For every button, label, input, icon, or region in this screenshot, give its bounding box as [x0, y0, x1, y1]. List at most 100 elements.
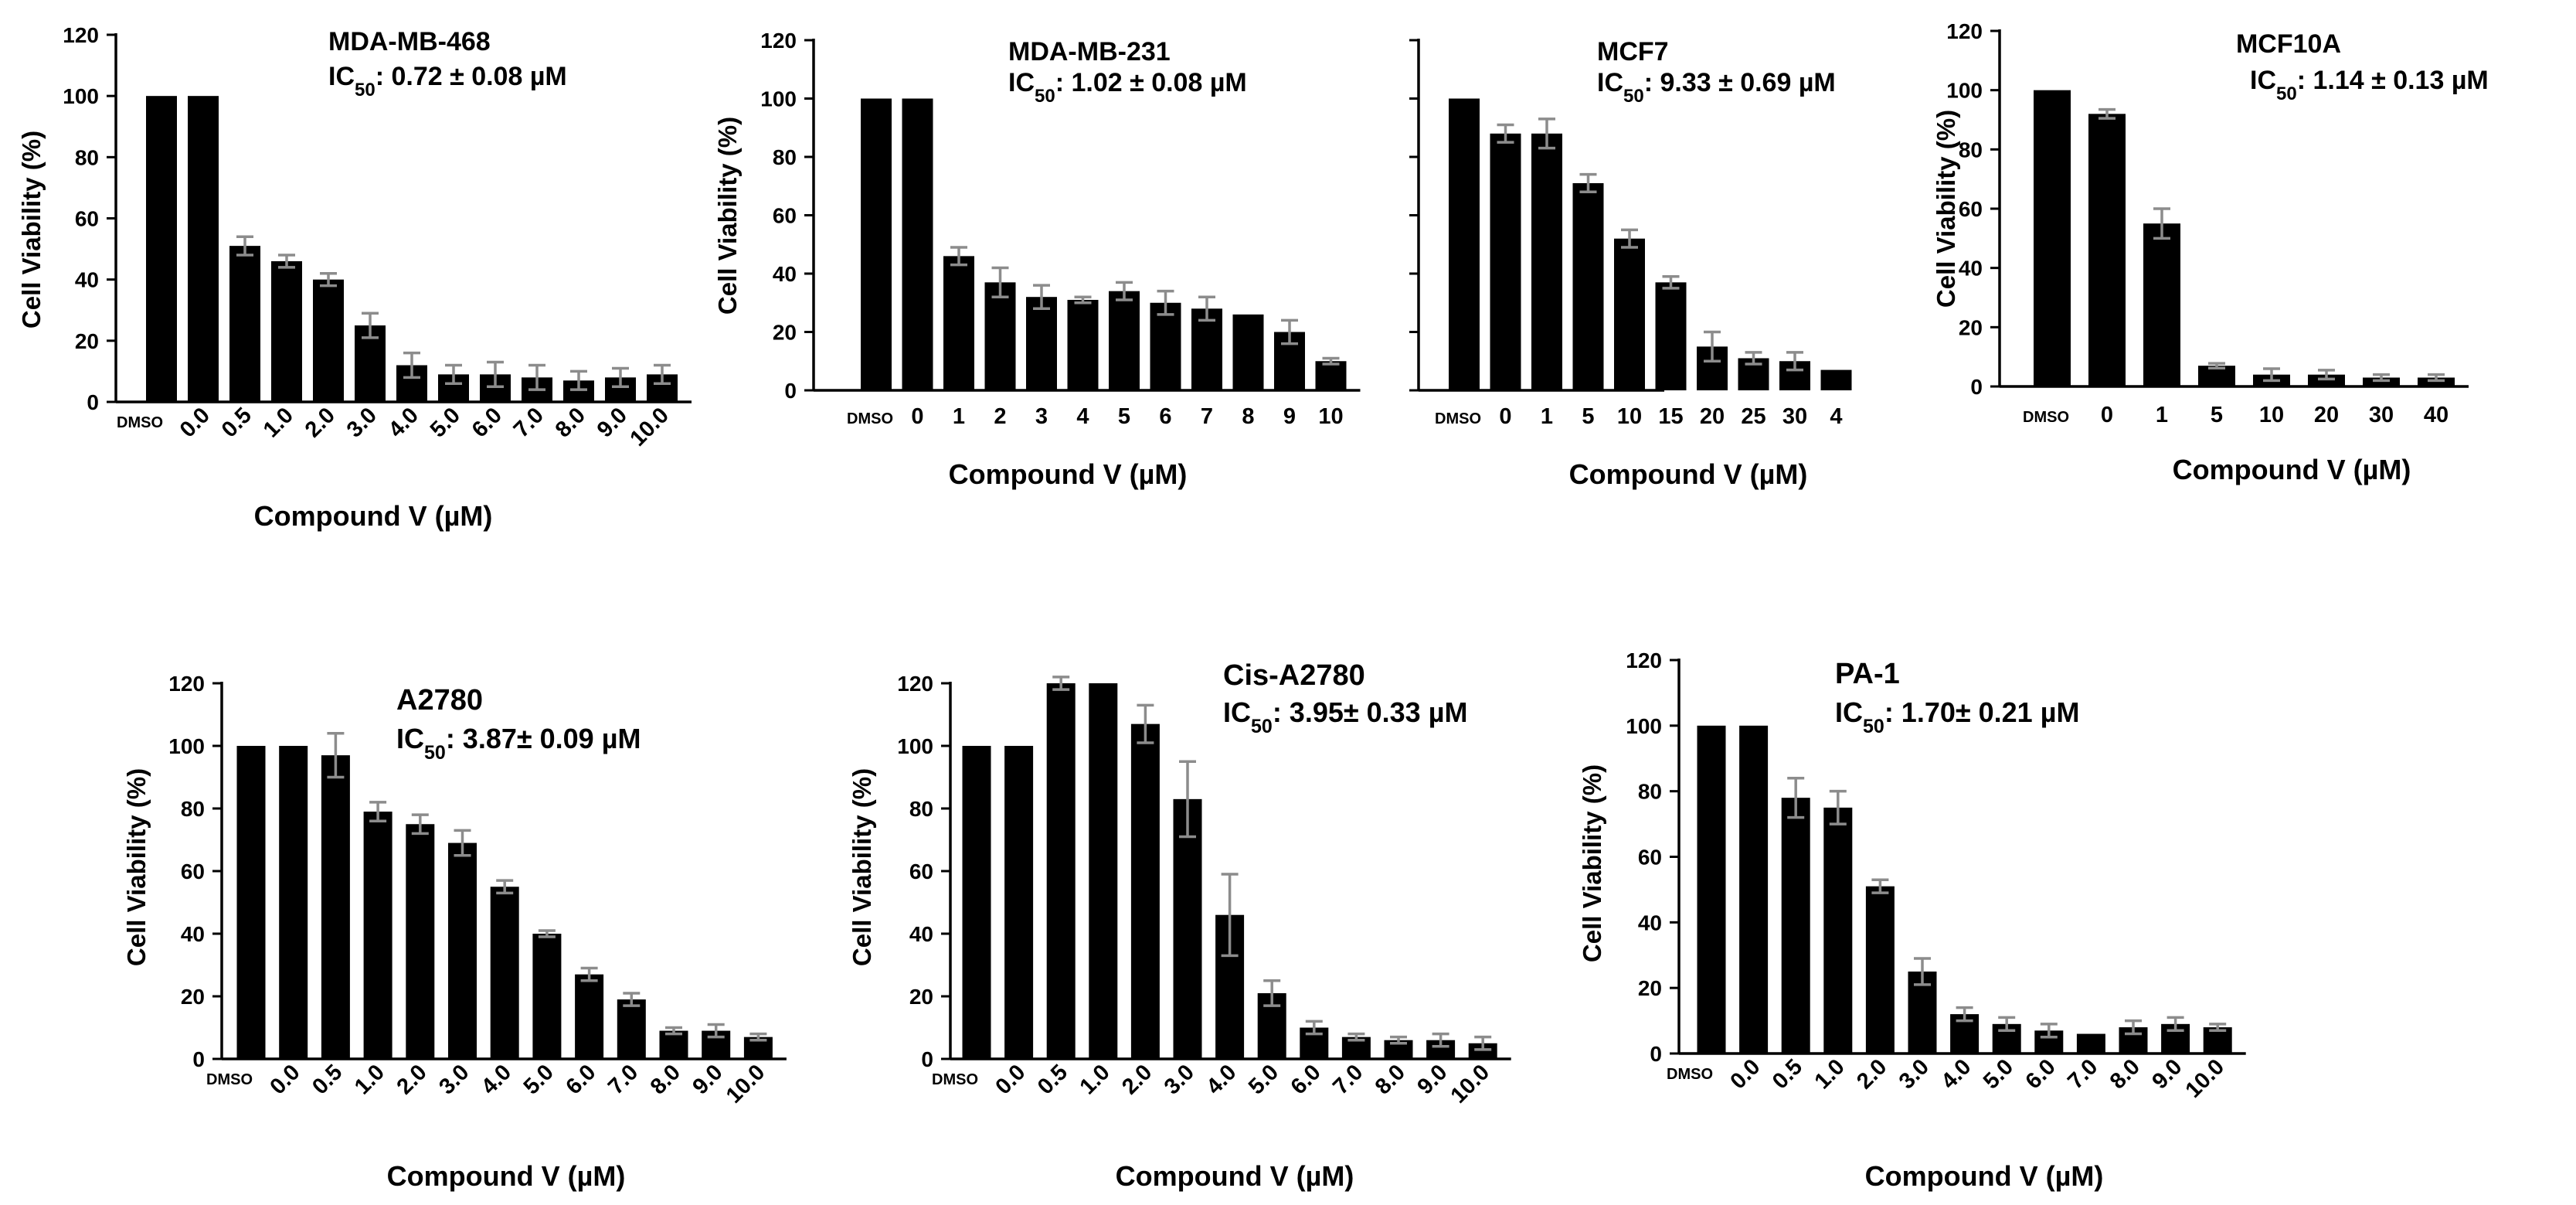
error-bar [445, 363, 462, 385]
error-bar [1497, 123, 1514, 144]
x-axis-label: Compound V (µM) [2173, 454, 2411, 485]
y-tick-label: 40 [75, 268, 99, 292]
ic50-label: IC [328, 62, 355, 91]
bar [1820, 369, 1852, 390]
bar [363, 812, 393, 1059]
bar [146, 96, 177, 403]
x-tick-label: 10 [2259, 403, 2284, 427]
x-axis-label: Compound V (µM) [1116, 1160, 1354, 1192]
ic50-subscript: 50 [2276, 83, 2297, 104]
error-bar [528, 363, 545, 391]
x-tick-label: 0.0 [266, 1060, 305, 1099]
chart-title: MCF7 [1597, 37, 1669, 66]
bar [902, 98, 933, 390]
error-bar [612, 366, 629, 388]
x-tick-label: 4.0 [1936, 1054, 1976, 1094]
x-tick-label: 6.0 [1286, 1060, 1326, 1099]
error-bar [369, 801, 387, 822]
x-tick-label: 3.0 [434, 1060, 474, 1099]
x-tick-label: 8.0 [551, 403, 590, 442]
error-bar [2125, 1019, 2142, 1036]
bar [1191, 308, 1222, 390]
x-tick-label: 2.0 [1852, 1054, 1891, 1094]
chart-title: MDA-MB-231 [1008, 37, 1171, 66]
bar [229, 246, 260, 402]
error-bar [1621, 228, 1638, 249]
x-tick-label: 7 [1201, 404, 1213, 429]
y-axis-label: Cell Viability (%) [1932, 110, 1960, 308]
bar [1823, 807, 1853, 1054]
error-bar [2208, 362, 2225, 369]
x-tick-label: 8.0 [646, 1060, 685, 1099]
x-tick-label: 6.0 [467, 403, 507, 442]
x-tick-label: DMSO [932, 1071, 978, 1088]
x-tick-label: 10.0 [722, 1060, 770, 1108]
bar [1109, 291, 1140, 390]
chart-title: A2780 [396, 684, 483, 717]
y-tick-label: 60 [181, 859, 205, 883]
error-bar [362, 311, 379, 339]
x-tick-label: 1.0 [1810, 1054, 1850, 1094]
chart-title: Cis-A2780 [1223, 659, 1365, 692]
x-tick-label: 0.5 [217, 403, 257, 442]
y-tick-label: 120 [760, 29, 797, 53]
error-bar [1198, 295, 1215, 322]
error-bar [1322, 356, 1340, 366]
error-bar [1305, 1019, 1323, 1036]
x-tick-label: 9.0 [2147, 1054, 2187, 1094]
bar [1655, 282, 1687, 390]
bar [1046, 683, 1076, 1059]
chart-a2780: Cell Viability (%) A2780 IC50: 3.87± 0.0… [122, 672, 787, 1192]
x-tick-label: 2 [994, 404, 1006, 429]
x-tick-label: 4 [1830, 404, 1842, 429]
x-tick-label: 9.0 [1412, 1060, 1452, 1099]
bar [984, 282, 1016, 390]
y-tick-label: 100 [1626, 714, 1662, 738]
x-tick-label: 5 [2211, 403, 2223, 427]
ic50-text: IC50: 3.87± 0.09 µM [396, 723, 641, 764]
ic50-text: IC50: 0.72 ± 0.08 µM [328, 62, 567, 100]
y-tick-label: 100 [897, 734, 933, 758]
y-tick-label: 0 [87, 390, 99, 414]
error-bar [1263, 979, 1281, 1007]
x-tick-label: 5 [1118, 404, 1130, 429]
axes: 0 20 40 60 80 100 120 [168, 672, 787, 1071]
error-bar [654, 363, 671, 385]
error-bar [1116, 281, 1133, 301]
bar [532, 934, 562, 1059]
x-tick-label: 1 [2156, 403, 2168, 427]
ic50-text: IC50: 3.95± 0.33 µM [1223, 696, 1467, 737]
x-tick-label: 5.0 [519, 1060, 559, 1099]
y-tick-label: 60 [75, 207, 99, 231]
y-tick-label: 40 [909, 922, 933, 946]
error-bar [538, 929, 556, 938]
y-tick-label: 40 [1959, 257, 1983, 281]
ic50-subscript: 50 [1251, 716, 1273, 737]
error-bar [1074, 295, 1092, 305]
error-bar [665, 1026, 682, 1036]
x-tick-label: 3.0 [342, 403, 382, 442]
x-tick-label: 1.0 [1076, 1060, 1115, 1099]
error-bar [2153, 207, 2170, 240]
ic50-text: IC50: 1.02 ± 0.08 µM [1008, 68, 1247, 107]
bar [313, 279, 344, 402]
x-tick-label: 8 [1242, 404, 1254, 429]
error-bar [2373, 373, 2390, 383]
ic50-subscript: 50 [1035, 86, 1055, 107]
bar [1531, 133, 1562, 391]
error-bar [1281, 318, 1298, 346]
x-tick-label: 0.5 [1033, 1060, 1072, 1099]
error-bar [1432, 1032, 1449, 1048]
y-tick-label: 20 [773, 321, 797, 345]
y-tick-label: 20 [909, 985, 933, 1009]
ic50-text: IC50: 9.33 ± 0.69 µM [1597, 68, 1836, 107]
y-tick-label: 60 [1638, 846, 1662, 870]
y-tick-label: 60 [1959, 197, 1983, 221]
error-bar [570, 369, 587, 391]
bar [1089, 683, 1118, 1059]
bar [1468, 1043, 1497, 1059]
ic50-value: : 3.95± 0.33 µM [1273, 696, 1468, 728]
y-tick-label: 120 [63, 23, 99, 47]
ic50-subscript: 50 [424, 742, 446, 764]
x-tick-label: 9 [1283, 404, 1296, 429]
